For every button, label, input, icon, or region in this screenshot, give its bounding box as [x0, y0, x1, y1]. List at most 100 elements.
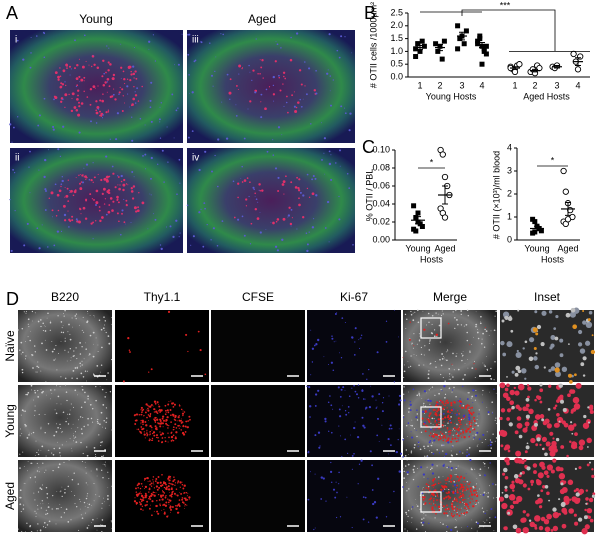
cell-dot	[473, 416, 476, 419]
cell-dot	[460, 494, 463, 498]
cell-dot	[457, 465, 459, 467]
cell-dot	[327, 201, 329, 203]
cell-dot	[161, 437, 164, 439]
cell-dot	[328, 241, 330, 243]
cell-dot	[290, 181, 293, 184]
cell-dot	[159, 411, 161, 414]
cell-dot	[441, 353, 443, 355]
cell-dot	[142, 155, 144, 157]
cell-dot	[216, 244, 219, 247]
cell-dot	[134, 91, 136, 93]
cell-dot	[85, 467, 87, 469]
cell-dot	[54, 71, 58, 75]
y-tick-label: 0.02	[372, 216, 390, 226]
cell-dot	[151, 429, 153, 431]
cell-dot	[85, 348, 87, 350]
cell-dot	[344, 321, 346, 324]
cell-dot	[76, 366, 79, 369]
cell-dot	[188, 498, 190, 500]
column-header: Aged	[248, 12, 276, 26]
cell-dot	[467, 315, 469, 317]
cell-dot	[139, 503, 142, 506]
cell-dot	[83, 90, 85, 93]
cell-dot	[95, 494, 97, 496]
cell-dot	[415, 429, 417, 431]
cell-dot	[132, 97, 136, 101]
cell-dot	[438, 423, 440, 425]
cell-dot	[537, 472, 544, 479]
cell-dot	[452, 508, 454, 511]
cell-dot	[147, 228, 149, 230]
cell-dot	[297, 101, 300, 104]
cell-dot	[487, 413, 490, 416]
cell-dot	[431, 416, 433, 419]
cell-dot	[433, 418, 435, 420]
cell-dot	[456, 513, 458, 516]
cell-dot	[299, 191, 302, 194]
cell-dot	[22, 410, 25, 412]
cell-dot	[563, 495, 570, 502]
cell-dot	[446, 439, 450, 442]
cell-dot	[95, 201, 99, 205]
cell-dot	[38, 169, 40, 171]
cell-dot	[44, 209, 47, 211]
cell-dot	[313, 344, 316, 347]
cell-dot	[177, 480, 180, 483]
cell-dot	[452, 479, 455, 482]
cell-dot	[81, 65, 85, 69]
cell-dot	[111, 324, 113, 325]
cell-dot	[274, 245, 278, 248]
cell-dot	[164, 413, 167, 416]
cell-dot	[487, 411, 490, 414]
cell-dot	[417, 485, 419, 488]
cell-dot	[481, 394, 483, 396]
image-label: ii	[15, 153, 19, 164]
cell-dot	[495, 310, 497, 313]
cell-dot	[181, 497, 184, 499]
cell-dot	[156, 499, 158, 502]
cell-dot	[104, 461, 106, 463]
cell-dot	[259, 211, 261, 213]
cell-dot	[170, 494, 172, 496]
cell-dot	[289, 222, 293, 226]
cell-dot	[348, 129, 351, 132]
cell-dot	[171, 506, 174, 508]
cell-dot	[589, 409, 594, 415]
cell-dot	[475, 500, 477, 502]
cell-dot	[429, 428, 432, 431]
cell-dot	[425, 399, 427, 401]
cell-dot	[402, 386, 404, 388]
cell-dot	[473, 363, 475, 365]
cell-dot	[142, 509, 144, 511]
cell-dot	[387, 453, 389, 455]
cell-dot	[416, 419, 419, 421]
cell-dot	[464, 406, 467, 410]
inset-box	[420, 406, 442, 428]
cell-dot	[83, 76, 86, 79]
cell-dot	[570, 389, 576, 394]
cell-dot	[273, 100, 275, 102]
cell-dot	[84, 461, 86, 463]
column-header: CFSE	[242, 290, 274, 304]
cell-dot	[451, 512, 453, 515]
cell-dot	[348, 412, 350, 414]
cell-dot	[519, 472, 523, 475]
cell-dot	[122, 380, 125, 383]
cell-dot	[568, 508, 575, 514]
cell-dot	[578, 329, 583, 335]
cell-dot	[338, 218, 341, 221]
cell-dot	[132, 72, 136, 76]
cell-dot	[448, 433, 450, 436]
cell-dot	[351, 336, 354, 339]
cell-dot	[592, 492, 596, 496]
cell-dot	[441, 358, 444, 360]
cell-dot	[455, 432, 457, 434]
cell-dot	[10, 249, 13, 252]
cell-dot	[77, 483, 80, 485]
cell-dot	[158, 486, 161, 489]
cell-dot	[473, 428, 475, 430]
cell-dot	[19, 503, 22, 506]
cell-dot	[178, 158, 181, 161]
cell-dot	[162, 419, 166, 422]
cell-dot	[554, 367, 560, 373]
